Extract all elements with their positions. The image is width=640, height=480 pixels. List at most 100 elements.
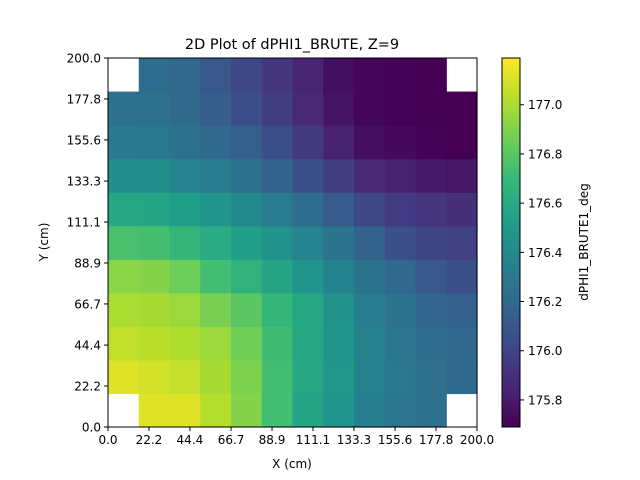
colorbar-tick-label: 175.8 [528, 393, 562, 407]
heatmap-cell [108, 326, 140, 361]
heatmap-cell [446, 125, 478, 160]
y-tick-label: 200.0 [67, 52, 101, 66]
heatmap-cell [323, 192, 355, 227]
heatmap-cell [108, 359, 140, 395]
colorbar-tick-label: 176.8 [528, 147, 562, 161]
heatmap-cell [231, 58, 263, 93]
heatmap-cell [108, 125, 140, 160]
heatmap-cell [446, 192, 478, 227]
heatmap-cell [200, 125, 232, 160]
heatmap-cell [261, 326, 294, 361]
heatmap-cell [415, 158, 447, 193]
heatmap-cells [108, 58, 478, 428]
heatmap-cell [354, 225, 386, 260]
heatmap-cell [354, 125, 386, 160]
heatmap-cell [231, 292, 263, 327]
y-tick-label: 155.6 [67, 133, 101, 147]
heatmap-cell [384, 125, 417, 160]
heatmap-cell [384, 58, 417, 93]
heatmap-cell [292, 192, 324, 227]
heatmap-cell [446, 225, 478, 260]
heatmap-cell [261, 225, 294, 260]
heatmap-cell [200, 225, 232, 260]
heatmap-cell [384, 326, 417, 361]
y-tick-label: 44.4 [74, 339, 101, 353]
heatmap-cell [354, 58, 386, 93]
heatmap-cell [138, 393, 171, 428]
heatmap-cell [261, 158, 294, 193]
heatmap-cell [384, 359, 417, 395]
heatmap-cell [292, 158, 324, 193]
heatmap-cell [323, 225, 355, 260]
y-axis: 0.0 22.2 44.4 66.7 88.9 111.1 133.3 155.6 177.8 2… [67, 52, 108, 435]
heatmap-cell [354, 326, 386, 361]
heatmap-cell [169, 125, 201, 160]
heatmap-cell [261, 259, 294, 294]
heatmap-cell [108, 292, 140, 327]
heatmap-cell [384, 158, 417, 193]
heatmap-cell [231, 192, 263, 227]
x-tick-label: 111.1 [296, 433, 330, 447]
colorbar-tick-label: 176.4 [528, 246, 562, 260]
heatmap-cell [354, 158, 386, 193]
heatmap-cell [323, 125, 355, 160]
heatmap-cell [261, 359, 294, 395]
x-tick-label: 155.6 [378, 433, 412, 447]
x-tick-label: 66.7 [218, 433, 245, 447]
heatmap-cell [323, 292, 355, 327]
heatmap-cell [292, 225, 324, 260]
heatmap-cell [169, 359, 201, 395]
x-tick-label: 133.3 [337, 433, 371, 447]
colorbar-tick-label: 176.0 [528, 344, 562, 358]
heatmap-cell [200, 192, 232, 227]
plot-frame [107, 57, 478, 428]
heatmap-cell [231, 326, 263, 361]
heatmap-cell [108, 259, 140, 294]
heatmap-cell [138, 326, 171, 361]
heatmap-cell [446, 158, 478, 193]
heatmap-cell [169, 91, 201, 126]
x-tick-label: 44.4 [177, 433, 204, 447]
heatmap-cell [108, 158, 140, 193]
heatmap-cell [169, 192, 201, 227]
heatmap-cell [446, 292, 478, 327]
x-tick-label: 200.0 [460, 433, 494, 447]
chart-title: 2D Plot of dPHI1_BRUTE, Z=9 [185, 37, 399, 53]
heatmap-cell [415, 292, 447, 327]
heatmap-cell [138, 158, 171, 193]
heatmap-cell [292, 393, 324, 428]
x-axis-label: X (cm) [272, 457, 312, 471]
heatmap-cell [384, 91, 417, 126]
heatmap-cell [138, 125, 171, 160]
heatmap-cell [108, 192, 140, 227]
heatmap-cell [138, 292, 171, 327]
heatmap-cell [261, 58, 294, 93]
heatmap-cell [384, 225, 417, 260]
heatmap-cell [384, 259, 417, 294]
heatmap-cell [384, 292, 417, 327]
heatmap-cell [231, 225, 263, 260]
heatmap-cell [292, 91, 324, 126]
heatmap-cell [323, 393, 355, 428]
heatmap-cell [384, 393, 417, 428]
heatmap-cell [323, 326, 355, 361]
heatmap-cell [261, 192, 294, 227]
heatmap-cell [261, 292, 294, 327]
x-tick-label: 22.2 [136, 433, 163, 447]
heatmap-cell [292, 125, 324, 160]
heatmap-cell [169, 259, 201, 294]
heatmap-cell [415, 192, 447, 227]
heatmap-cell [231, 158, 263, 193]
heatmap-cell [169, 292, 201, 327]
heatmap-cell [108, 225, 140, 260]
heatmap-cell [108, 91, 140, 126]
heatmap-cell [138, 259, 171, 294]
y-tick-label: 66.7 [74, 297, 101, 311]
heatmap-cell [200, 91, 232, 126]
heatmap-cell [415, 393, 447, 428]
heatmap-cell [323, 359, 355, 395]
colorbar-label: dPHI1_BRUTE1_deg [577, 183, 591, 301]
heatmap-cell [231, 259, 263, 294]
y-axis-label: Y (cm) [37, 223, 51, 263]
heatmap-cell [323, 58, 355, 93]
